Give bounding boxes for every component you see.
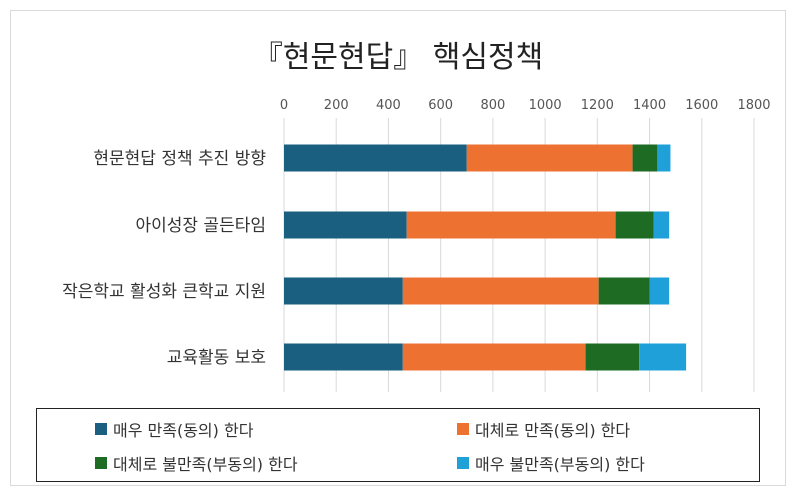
bar-segment (653, 211, 670, 239)
bar-segment (585, 343, 640, 371)
legend-item: 대체로 불만족(부동의) 한다 (95, 451, 298, 475)
chart-title: 『현문현답』 핵심정책 (252, 40, 544, 75)
bar-segment (406, 211, 616, 239)
legend-swatch (457, 423, 469, 435)
chart-frame (10, 10, 786, 486)
legend: 매우 만족(동의) 한다 대체로 만족(동의) 한다 대체로 불만족(부동의) … (36, 408, 760, 482)
legend-label: 매우 만족(동의) 한다 (113, 421, 254, 440)
legend-item: 매우 만족(동의) 한다 (95, 417, 253, 441)
category-label: 아이성장 골든타임 (135, 216, 266, 236)
legend-item: 대체로 만족(동의) 한다 (457, 417, 630, 441)
x-tick-label: 1000 (529, 98, 562, 113)
x-tick-label: 200 (324, 98, 349, 113)
x-tick-label: 1600 (685, 98, 718, 113)
bar-segment (657, 144, 671, 172)
bar-segment (284, 277, 403, 305)
legend-swatch (95, 457, 107, 469)
legend-label: 대체로 만족(동의) 한다 (475, 421, 631, 440)
bar-segment (615, 211, 654, 239)
x-tick-label: 1400 (633, 98, 666, 113)
bar-segment (639, 343, 687, 371)
bar-segment (402, 277, 599, 305)
bar-segment (649, 277, 670, 305)
bar-segment (466, 144, 633, 172)
bar-segment (598, 277, 650, 305)
x-tick-label: 0 (280, 98, 288, 113)
x-tick-label: 600 (428, 98, 453, 113)
category-label: 교육활동 보호 (167, 348, 266, 368)
category-label: 현문현답 정책 추진 방향 (93, 149, 266, 169)
bar-segment (284, 211, 407, 239)
x-tick-label: 800 (480, 98, 505, 113)
legend-label: 대체로 불만족(부동의) 한다 (113, 455, 298, 474)
category-label: 작은학교 활성화 큰학교 지원 (62, 282, 266, 302)
legend-swatch (95, 423, 107, 435)
bar-segment (284, 343, 403, 371)
legend-swatch (457, 457, 469, 469)
x-tick-label: 1200 (581, 98, 614, 113)
bar-segment (284, 144, 467, 172)
legend-item: 매우 불만족(부동의) 한다 (457, 451, 645, 475)
bar-segment (632, 144, 658, 172)
bar-segment (402, 343, 586, 371)
chart-plot: 0 200 400 600 800 1000 1200 1400 1600 1800 현문현답 정책… (62, 98, 771, 392)
legend-label: 매우 불만족(부동의) 한다 (475, 455, 645, 474)
x-tick-label: 400 (376, 98, 401, 113)
x-tick-label: 1800 (737, 98, 770, 113)
